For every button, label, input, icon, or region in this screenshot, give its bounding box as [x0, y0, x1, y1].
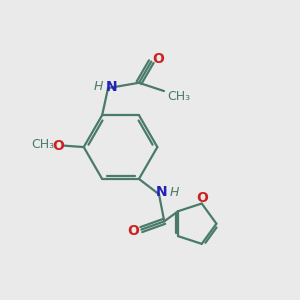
Text: O: O [128, 224, 140, 238]
Text: N: N [106, 80, 117, 94]
Text: N: N [156, 185, 168, 200]
Text: CH₃: CH₃ [167, 90, 190, 103]
Text: O: O [153, 52, 165, 66]
Text: H: H [169, 186, 179, 199]
Text: O: O [196, 191, 208, 205]
Text: H: H [94, 80, 103, 93]
Text: CH₃: CH₃ [31, 139, 54, 152]
Text: O: O [52, 139, 64, 153]
